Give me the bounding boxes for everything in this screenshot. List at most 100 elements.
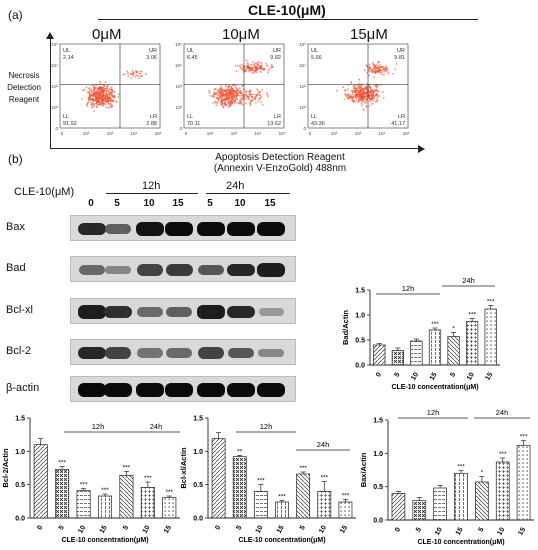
flow-event-dot [359, 96, 362, 99]
flow-event-dot [224, 85, 227, 87]
flow-event-dot [377, 90, 380, 93]
flow-x-tick-label: 10³ [231, 131, 238, 136]
flow-event-dot [358, 84, 361, 87]
blot-band [165, 264, 193, 276]
flow-event-dot [107, 106, 110, 109]
bar [410, 340, 423, 366]
flow-event-dot [111, 92, 113, 95]
significance-marker: *** [487, 299, 495, 306]
flow-event-dot [109, 88, 111, 91]
significance-marker: *** [520, 434, 528, 441]
flow-event-dot [92, 102, 95, 105]
necrosis-axis-title-line3: Reagent [8, 95, 40, 104]
x-axis-label: CLE-10 concentration(μM) [238, 537, 325, 544]
blot-band [197, 222, 225, 236]
significance-marker: *** [257, 478, 265, 485]
bar [33, 444, 48, 519]
lane-label: 5 [114, 198, 120, 209]
x-axis-title-line2: (Annexin V-EnzoGold) 488nm [213, 163, 347, 174]
flow-event-dot [109, 91, 112, 94]
flow-event-dot [238, 90, 241, 92]
flow-event-dot [220, 86, 223, 89]
flow-event-dot [384, 69, 387, 72]
flow-event-dot [369, 101, 372, 103]
flow-event-dot [378, 95, 381, 98]
bar [55, 468, 70, 519]
flow-y-tick-label: 0 [55, 126, 58, 131]
flow-event-dot [352, 85, 355, 88]
quadrant-value-ul: 5.66 [311, 55, 322, 61]
flow-event-dot [238, 87, 241, 90]
flow-event-dot [249, 67, 252, 70]
flow-event-dot [251, 67, 254, 69]
flow-event-dot [357, 97, 360, 100]
flow-event-dot [86, 104, 89, 107]
flow-event-dot [94, 86, 97, 89]
flow-event-dot [238, 64, 241, 67]
significance-marker: * [452, 326, 455, 333]
flow-event-dot [219, 96, 222, 99]
flow-event-dot [370, 95, 373, 97]
flow-event-dot [255, 65, 258, 68]
flow-y-tick-label: 10³ [51, 84, 58, 89]
flow-plot-frame [59, 43, 161, 129]
x-tick-label: 0 [214, 524, 222, 531]
quadrant-value-ur: 9.82 [270, 55, 281, 61]
flow-event-dot [256, 88, 259, 91]
flow-event-dot [238, 92, 241, 94]
flow-event-dot [249, 69, 252, 72]
blot-band [105, 265, 131, 275]
x-axis-label: CLE-10 concentration(μM) [61, 537, 148, 544]
flow-event-dot [212, 102, 215, 104]
flow-event-dot [359, 98, 362, 101]
flow-event-dot [232, 94, 235, 97]
flow-event-dot [98, 85, 100, 88]
flow-event-dot [113, 94, 115, 97]
flow-event-dot [249, 63, 252, 66]
blot-band [227, 347, 255, 359]
flow-event-dot [135, 74, 138, 77]
bar [162, 496, 177, 519]
y-axis-label: Bad/Actin [341, 310, 350, 345]
flow-event-dot [261, 68, 263, 71]
flow-event-dot [375, 86, 378, 89]
flow-event-dot [241, 92, 244, 95]
flow-event-dot [356, 84, 359, 87]
flow-event-dot [224, 93, 227, 96]
x-tick-label: 5 [394, 371, 402, 378]
flow-event-dot [356, 95, 359, 97]
flow-event-dot [137, 75, 140, 77]
x-tick-label: 10 [255, 524, 265, 534]
flow-event-dot [257, 90, 260, 93]
flow-event-dot [223, 88, 225, 91]
y-tick-label: 1.0 [15, 449, 25, 456]
panel-b-label: (b) [8, 152, 23, 166]
flow-event-dot [362, 89, 365, 92]
lane-label: 15 [172, 198, 184, 209]
bar [516, 444, 531, 521]
quadrant-value-lr: 41.17 [391, 121, 405, 127]
flow-event-dot [243, 93, 246, 96]
flow-y-tick-label: 0 [179, 126, 182, 131]
flow-event-dot [96, 93, 99, 96]
flow-event-dot [220, 88, 222, 90]
flow-event-dot [217, 92, 220, 95]
flow-event-dot [111, 98, 113, 101]
flow-event-dot [376, 88, 378, 91]
flow-event-dot [376, 94, 379, 97]
flow-event-dot [369, 67, 372, 69]
time-line-24h [206, 193, 290, 194]
flow-event-dot [372, 62, 374, 64]
protein-label: β-actin [6, 382, 40, 394]
x-tick-label: 10 [77, 524, 87, 534]
lane-label: 10 [234, 198, 246, 209]
group-label-24h: 24h [317, 440, 330, 449]
significance-marker: *** [468, 312, 476, 319]
flow-event-dot [364, 92, 367, 95]
bar [428, 329, 442, 366]
flow-event-dot [213, 91, 215, 94]
flow-event-dot [80, 98, 83, 100]
flow-event-dot [376, 97, 378, 100]
flow-event-dot [237, 94, 240, 97]
flow-y-tick-label: 10² [175, 105, 182, 110]
